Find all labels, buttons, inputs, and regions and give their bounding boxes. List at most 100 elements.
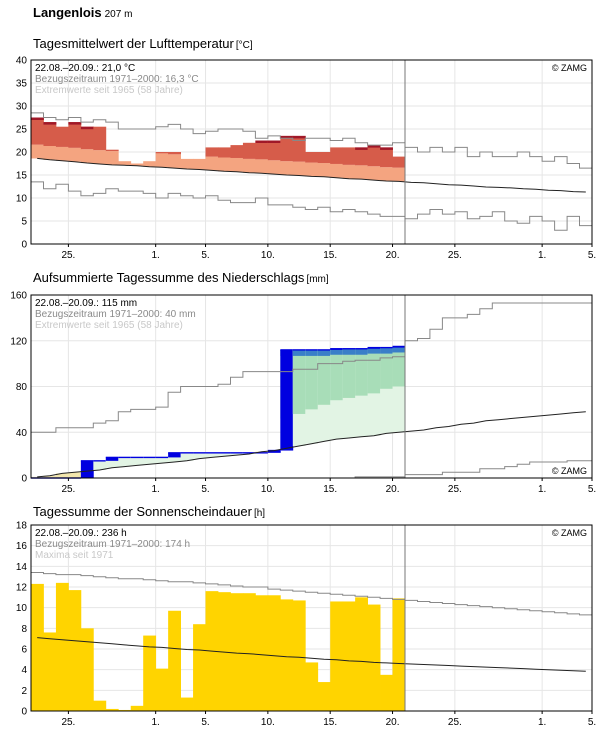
precipitation-title-text: Aufsummierte Tagessumme des Niederschlag… <box>33 270 305 285</box>
temperature-bar <box>355 165 368 180</box>
precip-surplus-band <box>105 457 119 468</box>
y-tick-label: 0 <box>21 240 27 251</box>
temperature-bar <box>118 161 132 166</box>
legend-line-1: 22.08.–20.09.: 21,0 °C <box>35 63 135 74</box>
temperature-bar-upper <box>105 149 119 152</box>
max-extreme-line <box>31 572 592 616</box>
max-extreme-line <box>31 302 592 433</box>
sunshine-bar <box>80 628 94 711</box>
temperature-bar-upper <box>168 152 181 155</box>
copyright-label: © ZAMG <box>552 63 587 73</box>
temperature-bar-upper <box>267 140 281 161</box>
precipitation-chart-title: Aufsummierte Tagessumme des Niederschlag… <box>33 270 329 285</box>
precipitation-unit: [mm] <box>306 274 329 285</box>
precip-surplus-band <box>205 452 219 458</box>
sunshine-bar <box>280 599 294 711</box>
temperature-bar-upper <box>155 152 169 154</box>
y-tick-label: 20 <box>16 148 28 159</box>
sunshine-bar <box>330 601 344 711</box>
precip-surplus-band <box>155 457 169 464</box>
x-tick-label: 5. <box>588 717 596 728</box>
x-tick-label: 10. <box>261 250 275 261</box>
temperature-bar-upper <box>205 147 219 157</box>
temperature-bar <box>305 162 319 177</box>
sunshine-bar <box>155 668 169 711</box>
legend-line-2: Bezugszeitraum 1971–2000: 16,3 °C <box>35 74 199 85</box>
temperature-bar <box>218 157 231 172</box>
sunshine-bar <box>392 598 406 711</box>
temperature-record-cap <box>380 147 393 150</box>
temperature-bar <box>380 167 393 181</box>
sunshine-bar <box>218 592 231 711</box>
sunshine-bar <box>367 604 381 711</box>
precip-surplus-strong <box>392 346 406 387</box>
precip-daily-increment <box>80 460 94 478</box>
y-tick-label: 0 <box>21 474 27 485</box>
sunshine-bar <box>230 593 244 711</box>
y-tick-label: 120 <box>10 336 27 347</box>
x-tick-label: 10. <box>261 484 275 495</box>
temperature-bar-upper <box>80 126 94 150</box>
temperature-bar-upper <box>392 156 406 168</box>
sunshine-title-text: Tagessumme der Sonnenscheindauer <box>33 504 252 519</box>
temperature-bar <box>330 163 344 178</box>
precip-deficit-band <box>68 472 82 478</box>
temperature-bar <box>80 149 94 164</box>
sunshine-bar <box>168 610 181 711</box>
temperature-record-cap <box>292 135 306 139</box>
precip-surplus-strong <box>355 348 368 396</box>
temperature-bar <box>255 159 269 174</box>
precip-surplus-strong <box>317 349 331 405</box>
x-tick-label: 1. <box>538 250 546 261</box>
y-tick-label: 40 <box>16 56 28 67</box>
plot-frame <box>30 59 593 245</box>
y-tick-label: 10 <box>16 603 28 614</box>
temperature-bar <box>155 153 169 168</box>
precip-top-band <box>355 348 368 355</box>
y-tick-label: 15 <box>16 171 28 182</box>
y-tick-label: 2 <box>21 686 27 697</box>
y-tick-label: 80 <box>16 382 28 393</box>
temperature-bar <box>205 156 219 171</box>
temperature-record-cap <box>280 135 294 139</box>
sunshine-chart-title: Tagessumme der Sonnenscheindauer [h] <box>33 504 265 519</box>
temperature-bar <box>93 150 107 164</box>
temperature-record-cap <box>31 117 44 120</box>
y-tick-label: 35 <box>16 79 28 90</box>
temperature-record-cap <box>68 122 82 125</box>
temperature-bar <box>267 160 281 175</box>
temperature-bar <box>230 157 244 172</box>
temperature-bar <box>168 154 181 169</box>
legend-line-3: Maxima seit 1971 <box>35 550 114 561</box>
sunshine-bar <box>292 600 306 711</box>
temperature-bar-upper <box>218 147 231 158</box>
normal-line <box>37 157 586 193</box>
sunshine-bar <box>143 635 157 711</box>
legend-line-2: Bezugszeitraum 1971–2000: 40 mm <box>35 309 196 320</box>
temperature-unit: [°C] <box>235 40 253 51</box>
temperature-bar-upper <box>230 145 244 158</box>
temperature-bar-upper <box>68 122 82 148</box>
temperature-bar <box>317 163 331 177</box>
y-tick-label: 4 <box>21 665 27 676</box>
y-tick-label: 12 <box>16 583 28 594</box>
precip-daily-increment <box>280 349 294 451</box>
precip-top-band <box>380 347 393 354</box>
legend-line-1: 22.08.–20.09.: 236 h <box>35 528 127 539</box>
sunshine-bar <box>105 708 119 711</box>
precip-surplus-band <box>130 457 144 466</box>
temperature-bar <box>342 164 356 179</box>
temperature-bar <box>143 161 157 167</box>
x-tick-label: 5. <box>588 250 596 261</box>
x-tick-label: 5. <box>588 484 596 495</box>
temperature-bar-upper <box>280 135 294 162</box>
temperature-title-text: Tagesmittelwert der Lufttemperatur <box>33 36 234 51</box>
precip-surplus-strong <box>292 349 306 414</box>
precip-surplus-strong <box>330 348 344 401</box>
temperature-bar-upper <box>43 122 57 147</box>
x-tick-label: 25. <box>448 717 462 728</box>
sunshine-bar <box>93 700 107 711</box>
y-tick-label: 10 <box>16 194 28 205</box>
y-tick-label: 0 <box>21 707 27 718</box>
sunshine-bar <box>305 662 319 711</box>
